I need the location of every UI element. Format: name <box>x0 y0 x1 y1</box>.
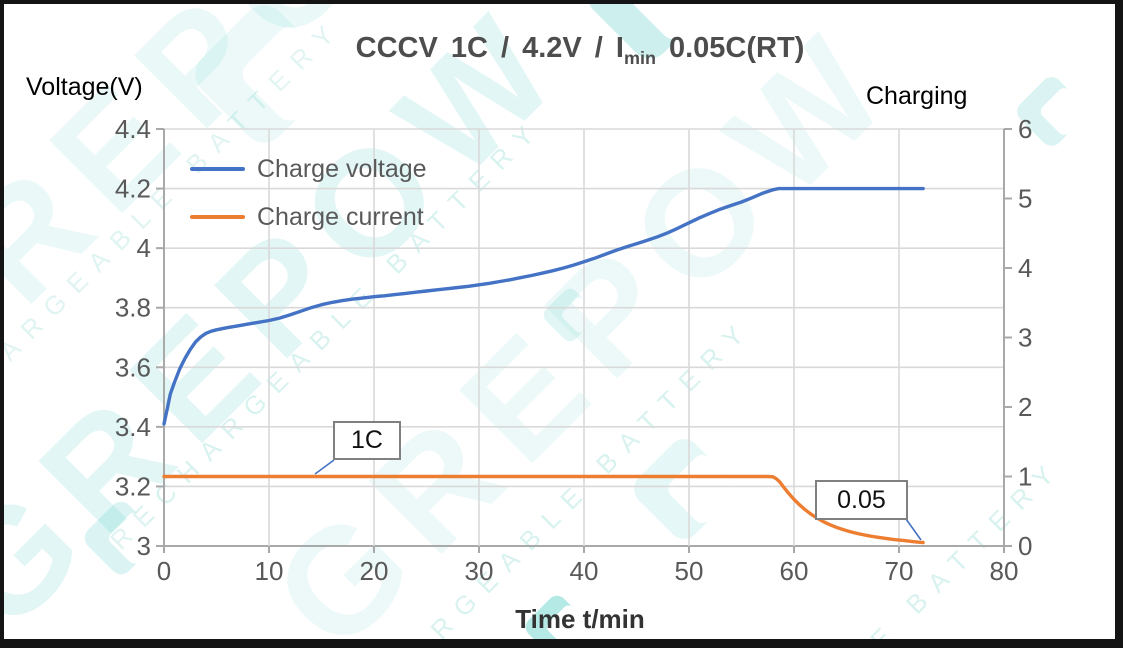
svg-text:3: 3 <box>137 531 151 561</box>
svg-text:4.2: 4.2 <box>115 174 151 204</box>
svg-text:0: 0 <box>1018 531 1032 561</box>
svg-text:1: 1 <box>1018 462 1032 492</box>
voltage-line-swatch <box>190 167 245 171</box>
legend-item-current: Charge current <box>190 203 427 231</box>
svg-text:30: 30 <box>465 556 494 586</box>
svg-text:0: 0 <box>157 556 171 586</box>
legend-label: Charge voltage <box>257 154 427 183</box>
svg-text:80: 80 <box>990 556 1019 586</box>
svg-text:2: 2 <box>1018 392 1032 422</box>
legend-item-voltage: Charge voltage <box>190 155 427 183</box>
svg-text:20: 20 <box>360 556 389 586</box>
left-axis-title: Voltage(V) <box>26 73 143 101</box>
svg-text:6: 6 <box>1018 114 1032 144</box>
annotation-0-05: 0.05 <box>815 480 908 520</box>
svg-text:10: 10 <box>255 556 284 586</box>
svg-text:3.4: 3.4 <box>115 412 151 442</box>
chart-title-subscript: min <box>623 47 656 68</box>
svg-text:3.2: 3.2 <box>115 471 151 501</box>
chart-title-text: CCCV 1C / 4.2V / I <box>355 32 624 64</box>
svg-text:4: 4 <box>1018 253 1032 283</box>
annotation-1c: 1C <box>333 421 401 460</box>
legend-label: Charge current <box>257 202 424 231</box>
chart-title: CCCV 1C / 4.2V / Imin 0.05C(RT) <box>160 32 1000 69</box>
svg-text:60: 60 <box>780 556 809 586</box>
legend: Charge voltage Charge current <box>190 155 427 251</box>
svg-text:3.6: 3.6 <box>115 352 151 382</box>
svg-text:3.8: 3.8 <box>115 293 151 323</box>
svg-text:4: 4 <box>137 233 151 263</box>
x-axis-title: Time t/min <box>515 604 645 634</box>
svg-text:4.4: 4.4 <box>115 114 151 144</box>
svg-text:40: 40 <box>570 556 599 586</box>
svg-text:50: 50 <box>675 556 704 586</box>
current-line-swatch <box>190 215 245 219</box>
svg-text:3: 3 <box>1018 323 1032 353</box>
chart-title-suffix: 0.05C(RT) <box>655 32 805 64</box>
svg-text:70: 70 <box>885 556 914 586</box>
right-axis-title: Charging <box>866 82 968 110</box>
svg-text:5: 5 <box>1018 184 1032 214</box>
